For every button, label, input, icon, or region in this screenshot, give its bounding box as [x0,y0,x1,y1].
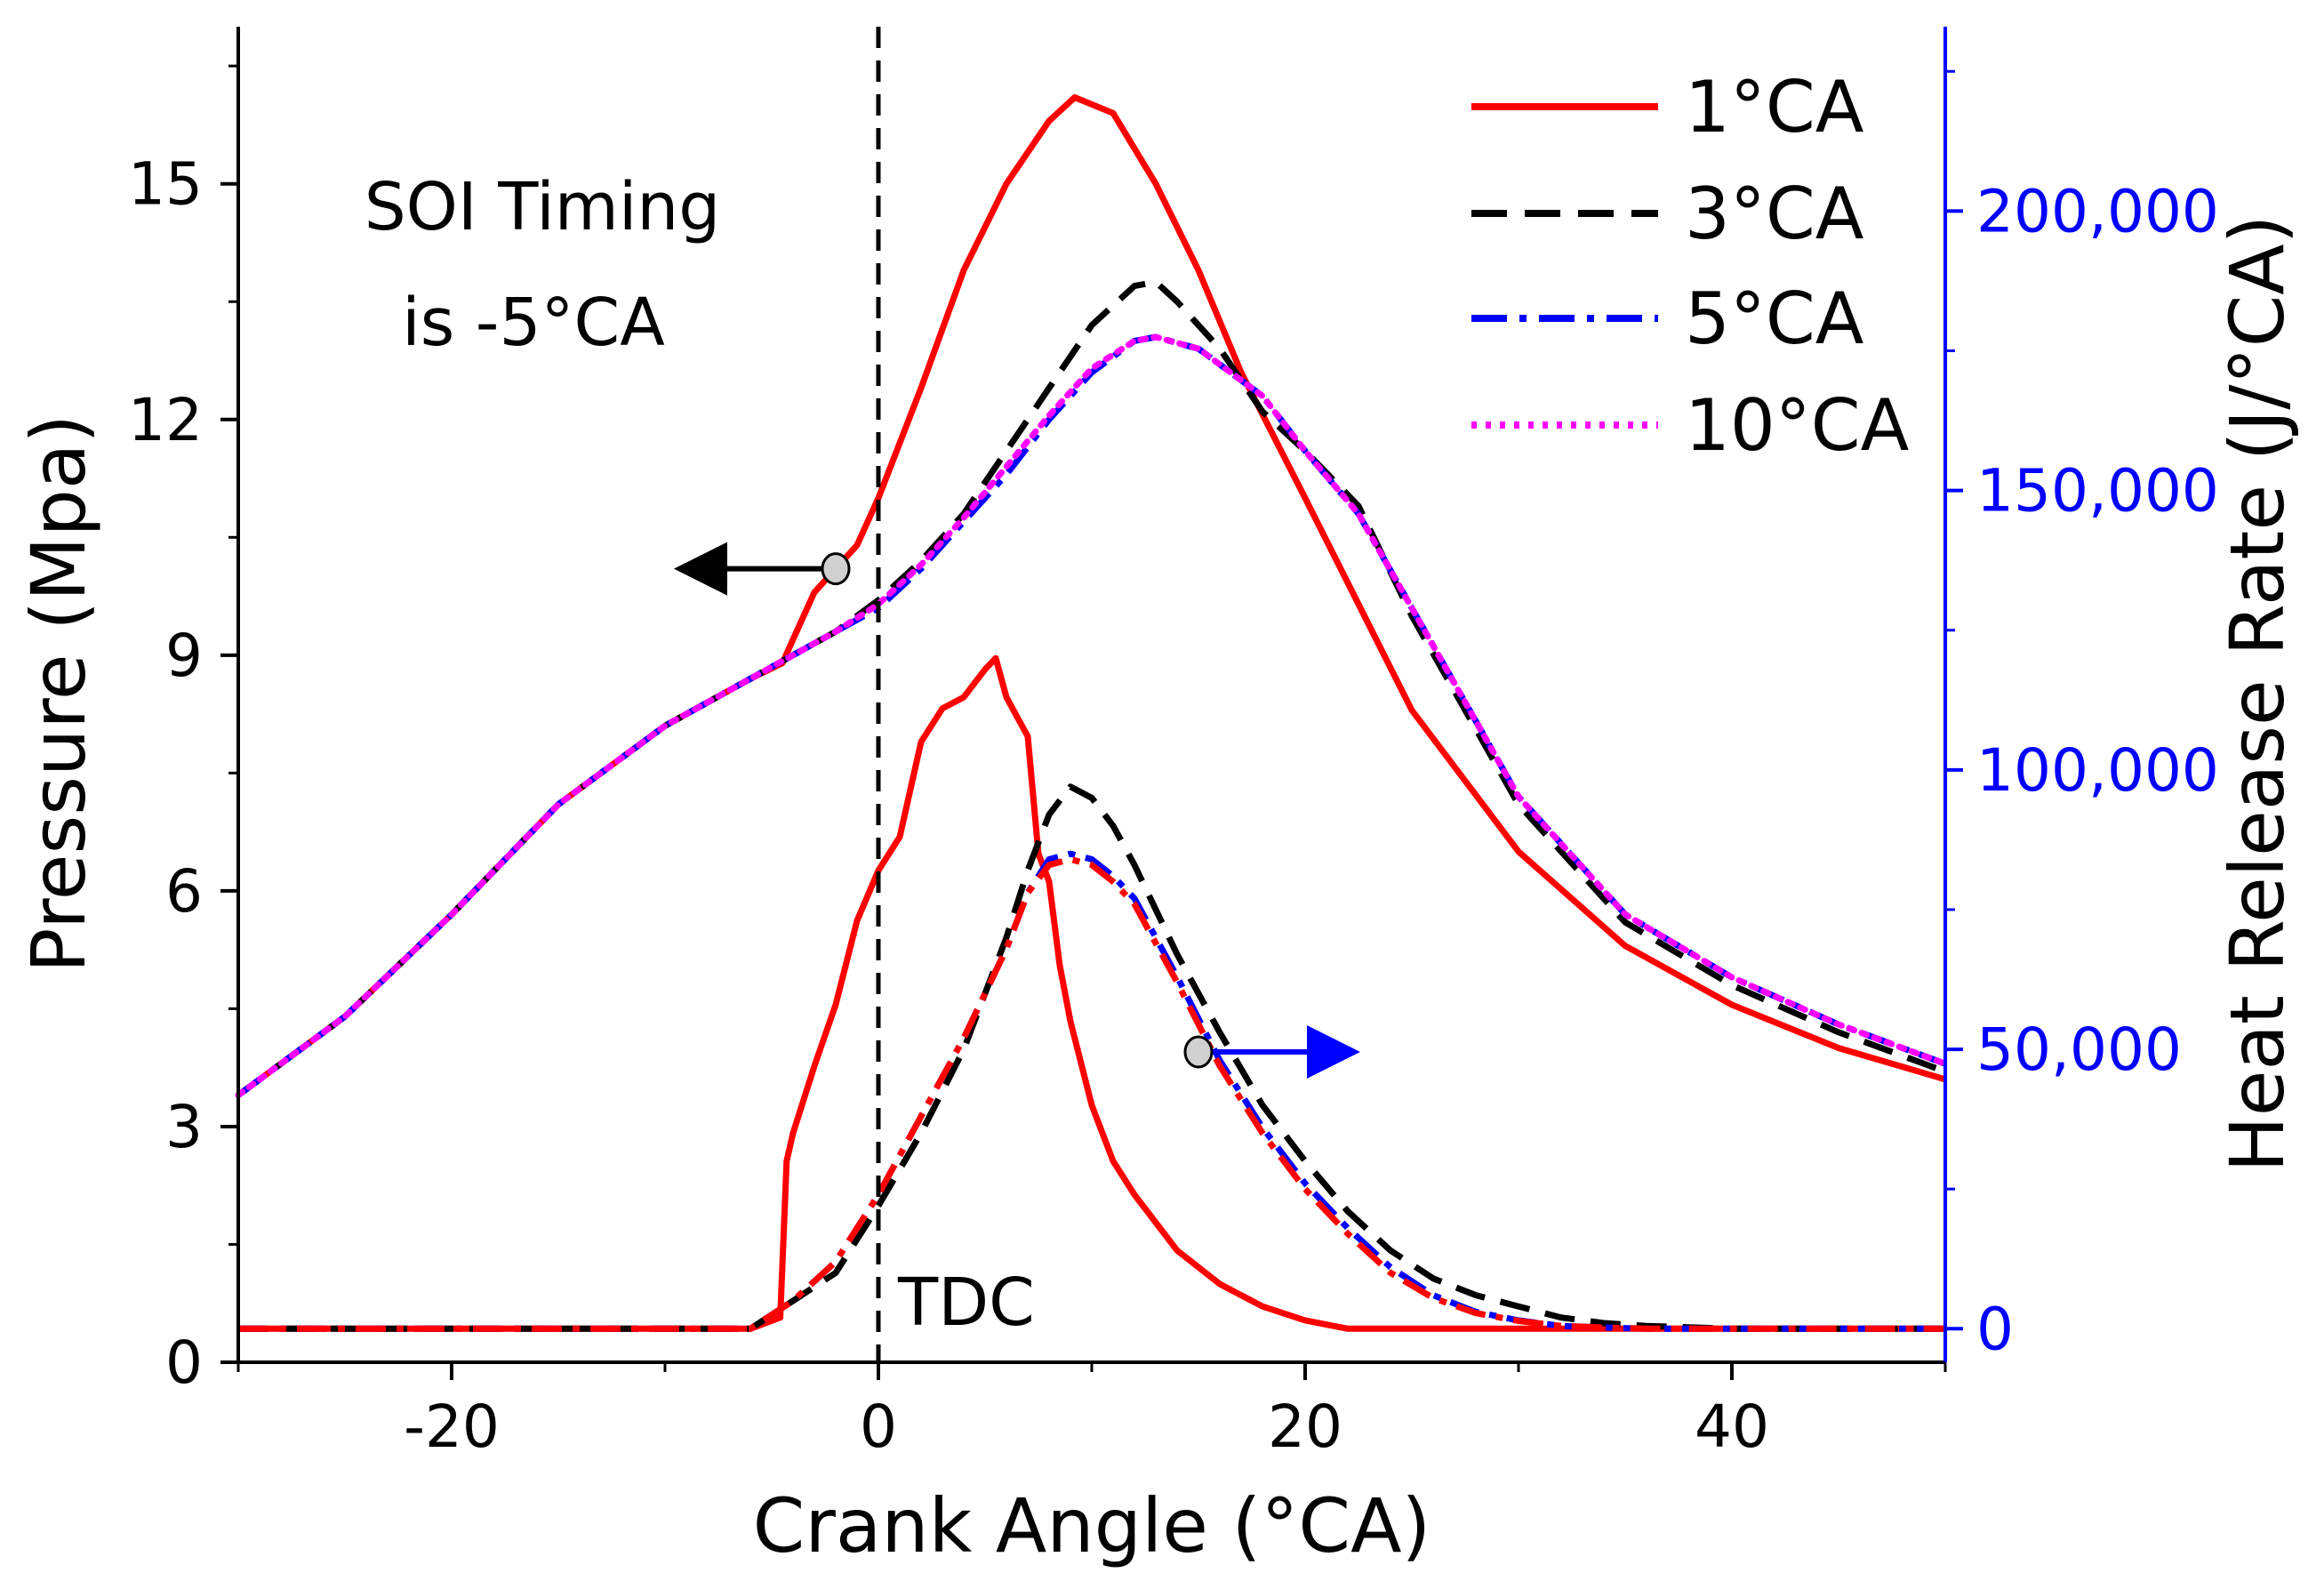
legend-label-2: 3°CA [1685,173,1864,255]
series-line-6 [238,783,1945,1332]
y-right-tick-label-3: 100,000 [1976,736,2219,805]
series-line-4 [235,333,1949,1099]
axis-layer: -20 0 20 40 0 3 6 9 12 15 0 50,000 100,000 150,000 200… [128,64,2219,1461]
series-line-2 [236,278,1947,1098]
right-axis-arrow-marker [1183,1035,1214,1069]
y-left-tick-label-6: 15 [128,150,203,219]
x-tick-label-1: -20 [404,1392,500,1461]
legend-label-3: 5°CA [1685,277,1864,360]
legend-label-1: 1°CA [1685,66,1864,148]
x-tick-label-3: 20 [1268,1392,1342,1461]
legend-label-4: 10°CA [1685,384,1910,467]
soi-annotation-line-1: SOI Timing [365,169,721,245]
y-left-tick-label-3: 6 [165,857,203,926]
annotation-layer [674,27,1360,1362]
y-right-tick-label-2: 50,000 [1976,1015,2182,1084]
series-line-5 [238,654,1945,1332]
y-right-tick-label-1: 0 [1976,1295,2014,1363]
left-axis-title: Pressure (Mpa) [15,414,102,973]
soi-annotation-line-2: is -5°CA [402,285,665,361]
x-tick-label-2: 0 [860,1392,897,1461]
series-line-8 [238,855,1945,1332]
right-axis-title: Heat Release Rate (J/°CA) [2214,215,2301,1173]
y-left-tick-label-2: 3 [165,1093,203,1161]
series-line-7 [238,850,1945,1332]
y-left-tick-label-4: 9 [165,622,203,690]
tdc-label: TDC [897,1264,1035,1341]
y-right-tick-label-5: 200,000 [1976,177,2219,245]
y-left-tick-label-5: 12 [128,386,203,454]
series-layer [235,94,1949,1332]
legend: 1°CA 3°CA 5°CA 10°CA [1471,66,1910,467]
x-tick-label-4: 40 [1695,1392,1769,1461]
left-axis-arrow-marker [821,552,851,586]
y-right-tick-label-4: 150,000 [1976,457,2219,526]
y-left-tick-label-1: 0 [165,1328,203,1397]
x-axis-title: Crank Angle (°CA) [753,1482,1431,1569]
